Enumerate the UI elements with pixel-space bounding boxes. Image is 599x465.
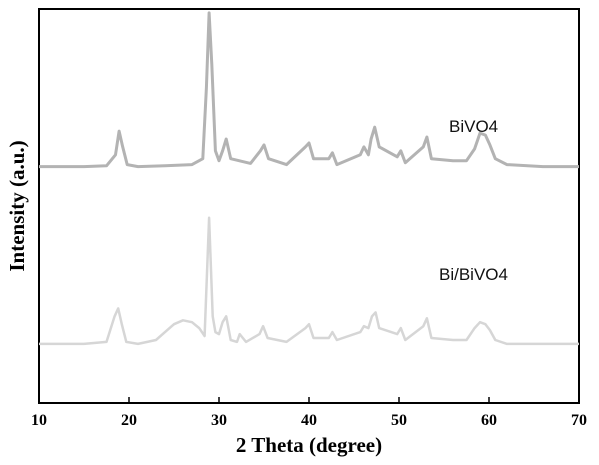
x-tick-label: 70 [571,412,587,429]
y-axis-title: Intensity (a.u.) [5,140,29,271]
x-tick-label: 20 [121,412,137,429]
x-tick-label: 30 [211,412,227,429]
x-axis-ticks: 10 20 30 40 50 60 70 [31,397,587,429]
series-line-bivo4 [39,11,579,169]
x-tick-label: 10 [31,412,47,429]
x-tick-label: 60 [481,412,497,429]
x-tick-label: 50 [391,412,407,429]
series-label-bivo4: BiVO4 [449,117,498,136]
series-label-bi-bivo4: Bi/BiVO4 [439,265,508,284]
plot-frame [38,8,580,404]
series-line-bi-bivo4 [39,216,579,346]
series-layer [39,11,579,346]
x-tick-label: 40 [301,412,317,429]
x-axis-title: 2 Theta (degree) [236,433,382,457]
